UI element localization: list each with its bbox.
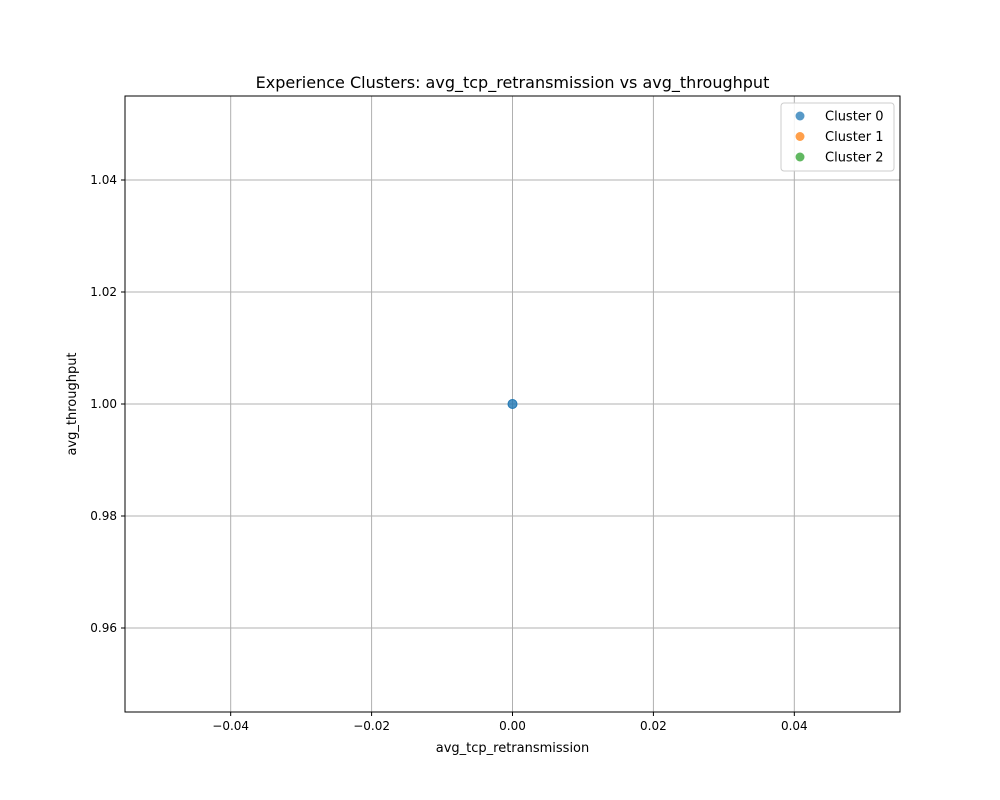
legend: Cluster 0 Cluster 1 Cluster 2 <box>780 102 895 172</box>
legend-marker <box>795 152 805 162</box>
legend-label: Cluster 0 <box>825 110 884 125</box>
data-point <box>507 399 518 409</box>
chart-title: Experience Clusters: avg_tcp_retransmiss… <box>256 73 770 93</box>
x-tick-label: −0.04 <box>212 719 249 733</box>
x-axis-label: avg_tcp_retransmission <box>436 741 590 756</box>
y-axis-label: avg_throughput <box>65 352 80 455</box>
legend-label: Cluster 2 <box>825 151 884 166</box>
x-tick-label: −0.02 <box>353 719 390 733</box>
legend-label: Cluster 1 <box>825 130 884 145</box>
y-tick-label: 1.04 <box>90 173 117 187</box>
x-tick-label: 0.00 <box>499 719 526 733</box>
axis-ticks: −0.04 −0.02 0.00 0.02 0.04 0.96 0.98 1.00 1.02 1.… <box>90 173 807 733</box>
legend-marker <box>795 111 805 121</box>
legend-marker <box>795 132 805 141</box>
y-tick-label: 0.96 <box>90 621 117 635</box>
y-tick-label: 1.02 <box>90 285 117 299</box>
x-tick-label: 0.02 <box>640 719 667 733</box>
grid <box>125 96 900 712</box>
data-points <box>507 399 518 409</box>
legend-frame <box>780 102 895 172</box>
y-tick-label: 1.00 <box>90 397 117 411</box>
y-tick-label: 0.98 <box>90 509 117 523</box>
x-tick-label: 0.04 <box>781 719 808 733</box>
